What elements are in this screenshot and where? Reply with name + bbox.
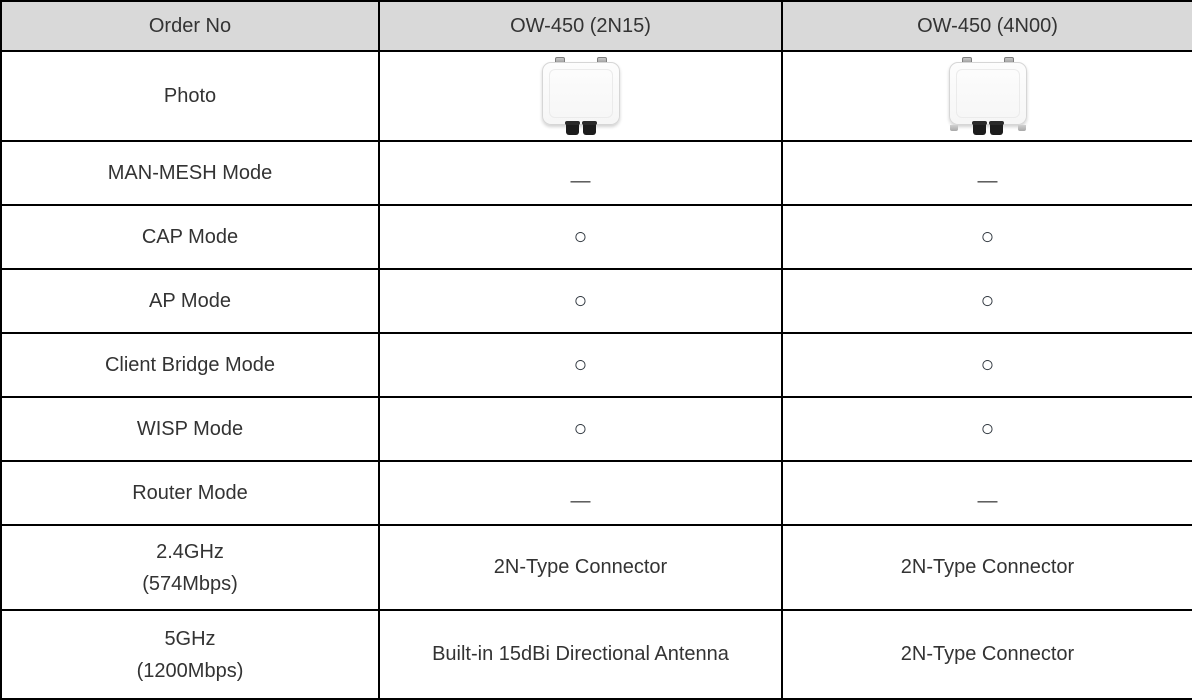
device-body xyxy=(541,62,620,125)
cell-man-mesh-ow450-4n00: — xyxy=(781,140,1192,206)
table-row-2-4ghz: 2.4GHz (574Mbps) 2N-Type Connector 2N-Ty… xyxy=(0,524,1192,611)
device-foot xyxy=(1017,125,1026,131)
row-label-5ghz: 5GHz (1200Mbps) xyxy=(0,609,380,700)
column-header-ow450-2n15: OW-450 (2N15) xyxy=(378,0,783,52)
supported-mark: ○ xyxy=(573,350,588,377)
cell-cap-ow450-2n15: ○ xyxy=(378,204,783,270)
cell-5ghz-ow450-4n00: 2N-Type Connector xyxy=(781,609,1192,700)
cell-wisp-ow450-4n00: ○ xyxy=(781,396,1192,462)
cell-wisp-ow450-2n15: ○ xyxy=(378,396,783,462)
cell-2-4ghz-ow450-4n00: 2N-Type Connector xyxy=(781,524,1192,611)
row-label-photo: Photo xyxy=(0,50,380,142)
unsupported-mark: — xyxy=(570,169,591,192)
supported-mark: ○ xyxy=(573,414,588,441)
cell-client-bridge-ow450-2n15: ○ xyxy=(378,332,783,398)
table-row-client-bridge-mode: Client Bridge Mode ○ ○ xyxy=(0,332,1192,398)
cell-5ghz-ow450-2n15: Built-in 15dBi Directional Antenna xyxy=(378,609,783,700)
row-label-cap-mode: CAP Mode xyxy=(0,204,380,270)
row-label-client-bridge-mode: Client Bridge Mode xyxy=(0,332,380,398)
cell-router-ow450-2n15: — xyxy=(378,460,783,526)
access-point-photo xyxy=(541,57,621,135)
band-speed: (574Mbps) xyxy=(142,572,238,595)
supported-mark: ○ xyxy=(573,286,588,313)
row-label-wisp-mode: WISP Mode xyxy=(0,396,380,462)
cell-ap-ow450-2n15: ○ xyxy=(378,268,783,334)
cable-gland xyxy=(564,121,580,135)
band-name: 5GHz xyxy=(164,627,216,650)
cell-photo-ow450-4n00 xyxy=(781,50,1192,142)
header-row: Order No OW-450 (2N15) OW-450 (4N00) xyxy=(0,0,1192,52)
unsupported-mark: — xyxy=(977,489,998,512)
cable-gland xyxy=(581,121,597,135)
unsupported-mark: — xyxy=(977,169,998,192)
supported-mark: ○ xyxy=(573,222,588,249)
device-body xyxy=(948,62,1027,125)
cell-man-mesh-ow450-2n15: — xyxy=(378,140,783,206)
table-row-ap-mode: AP Mode ○ ○ xyxy=(0,268,1192,334)
device-cover-seam xyxy=(548,69,613,118)
cell-2-4ghz-ow450-2n15: 2N-Type Connector xyxy=(378,524,783,611)
cell-client-bridge-ow450-4n00: ○ xyxy=(781,332,1192,398)
device-cover-seam xyxy=(955,69,1020,118)
cell-router-ow450-4n00: — xyxy=(781,460,1192,526)
cable-gland xyxy=(988,121,1004,135)
table-row-photo: Photo xyxy=(0,50,1192,142)
band-speed: (1200Mbps) xyxy=(136,659,244,682)
cell-photo-ow450-2n15 xyxy=(378,50,783,142)
supported-mark: ○ xyxy=(980,286,995,313)
supported-mark: ○ xyxy=(980,222,995,249)
cable-gland xyxy=(971,121,987,135)
supported-mark: ○ xyxy=(980,414,995,441)
row-label-2-4ghz: 2.4GHz (574Mbps) xyxy=(0,524,380,611)
band-name: 2.4GHz xyxy=(156,540,224,563)
row-label-man-mesh-mode: MAN-MESH Mode xyxy=(0,140,380,206)
device-foot xyxy=(949,125,958,131)
cell-ap-ow450-4n00: ○ xyxy=(781,268,1192,334)
unsupported-mark: — xyxy=(570,489,591,512)
table-row-man-mesh-mode: MAN-MESH Mode — — xyxy=(0,140,1192,206)
table-row-wisp-mode: WISP Mode ○ ○ xyxy=(0,396,1192,462)
column-header-order-no: Order No xyxy=(0,0,380,52)
access-point-photo xyxy=(948,57,1028,135)
table-row-5ghz: 5GHz (1200Mbps) Built-in 15dBi Direction… xyxy=(0,609,1192,700)
column-header-ow450-4n00: OW-450 (4N00) xyxy=(781,0,1192,52)
table-row-cap-mode: CAP Mode ○ ○ xyxy=(0,204,1192,270)
row-label-router-mode: Router Mode xyxy=(0,460,380,526)
table-row-router-mode: Router Mode — — xyxy=(0,460,1192,526)
supported-mark: ○ xyxy=(980,350,995,377)
row-label-ap-mode: AP Mode xyxy=(0,268,380,334)
cell-cap-ow450-4n00: ○ xyxy=(781,204,1192,270)
